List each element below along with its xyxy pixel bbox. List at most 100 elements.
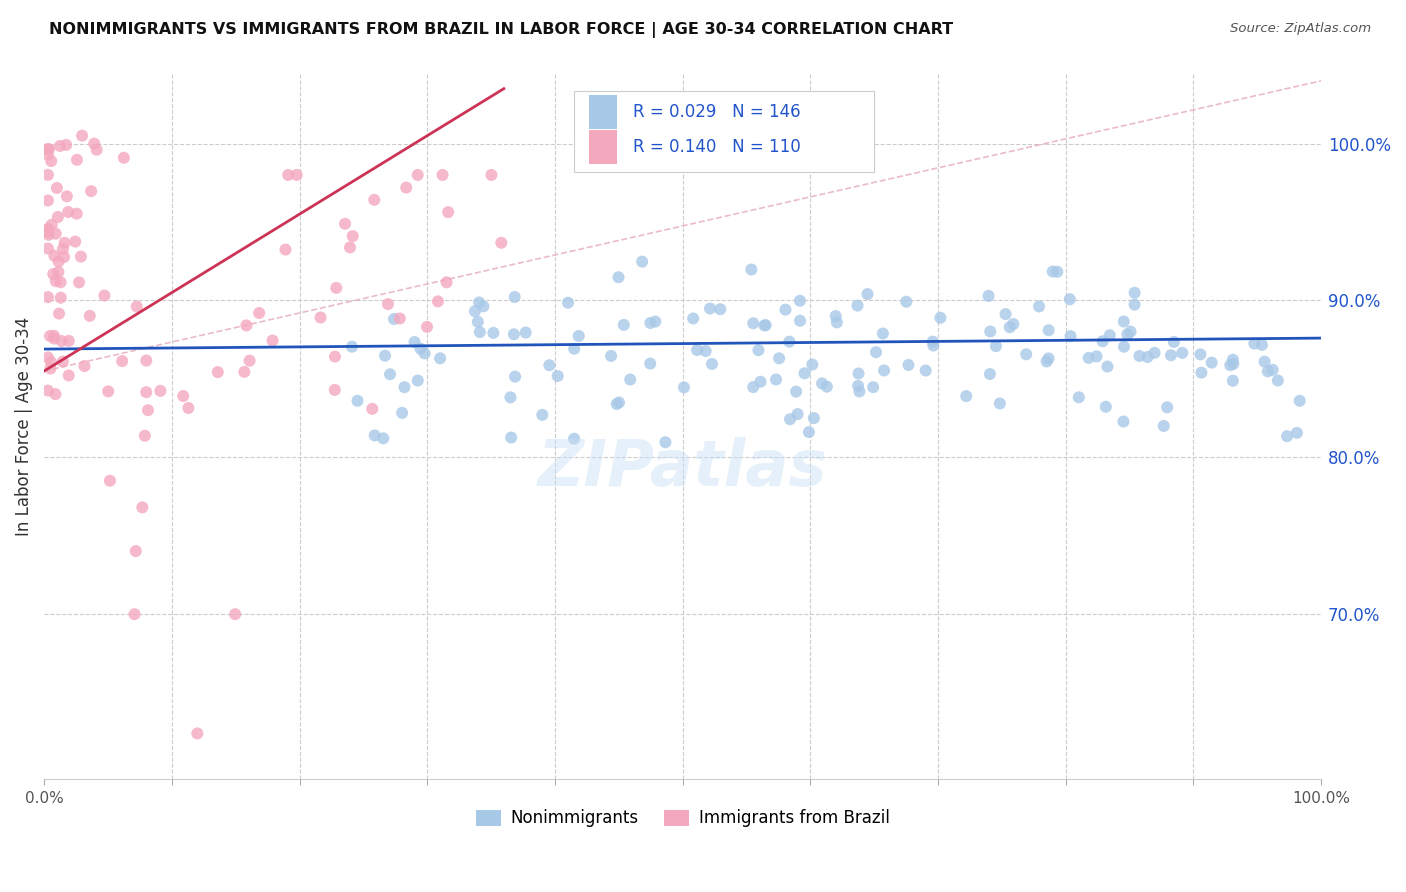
Point — [373, 431, 395, 445]
Point — [464, 304, 486, 318]
Point — [37, 384, 59, 398]
Point — [394, 380, 416, 394]
Point — [125, 544, 148, 558]
Point — [172, 389, 194, 403]
Point — [177, 401, 200, 415]
Text: R = 0.029   N = 146: R = 0.029 N = 146 — [633, 103, 800, 120]
Point — [124, 607, 146, 622]
Point — [922, 338, 945, 352]
Point — [779, 412, 801, 426]
Point — [39, 355, 62, 369]
Point — [1038, 351, 1060, 366]
Point — [786, 407, 808, 421]
Point — [1002, 317, 1025, 331]
Point — [848, 384, 870, 399]
Point — [977, 289, 1000, 303]
Point — [342, 229, 364, 244]
Point — [374, 349, 396, 363]
Point — [607, 270, 630, 285]
Point — [531, 408, 554, 422]
Point — [378, 368, 401, 382]
Point — [503, 369, 526, 384]
Point — [48, 307, 70, 321]
Point — [979, 367, 1001, 381]
Point — [58, 368, 80, 383]
Point — [56, 189, 79, 203]
Point — [568, 329, 591, 343]
Point — [247, 306, 270, 320]
Point — [468, 325, 491, 339]
Point — [37, 226, 59, 240]
Point — [1136, 350, 1159, 364]
Point — [1189, 347, 1212, 361]
Point — [1085, 349, 1108, 363]
Point — [1123, 285, 1146, 300]
Point — [93, 288, 115, 302]
Point — [39, 329, 62, 343]
Point — [406, 168, 429, 182]
Point — [49, 139, 72, 153]
Y-axis label: In Labor Force | Age 30-34: In Labor Force | Age 30-34 — [15, 317, 32, 535]
Point — [44, 249, 66, 263]
Point — [862, 380, 884, 394]
Point — [682, 311, 704, 326]
Point — [613, 318, 636, 332]
Point — [66, 153, 89, 167]
Point — [600, 349, 623, 363]
Point — [897, 358, 920, 372]
Point — [988, 396, 1011, 410]
Point — [1153, 419, 1175, 434]
Point — [740, 262, 762, 277]
Point — [52, 242, 75, 256]
Point — [45, 181, 67, 195]
Point — [395, 180, 418, 194]
Point — [44, 387, 66, 401]
Point — [346, 393, 368, 408]
Point — [631, 254, 654, 268]
Point — [136, 403, 159, 417]
Point — [429, 351, 451, 366]
Point — [83, 136, 105, 151]
Point — [37, 142, 59, 156]
Point — [239, 353, 262, 368]
Point — [1163, 334, 1185, 349]
Point — [1222, 357, 1244, 371]
Point — [45, 227, 67, 241]
Point — [1097, 359, 1119, 374]
Point — [65, 235, 87, 249]
Point — [848, 367, 870, 381]
Point — [41, 218, 63, 232]
Point — [1028, 300, 1050, 314]
Point — [789, 293, 811, 308]
Point — [86, 143, 108, 157]
Point — [482, 326, 505, 340]
Point — [340, 340, 363, 354]
Point — [1201, 355, 1223, 369]
Point — [39, 154, 62, 169]
Point — [207, 365, 229, 379]
Point — [803, 411, 825, 425]
Point — [70, 250, 93, 264]
Point — [285, 168, 308, 182]
Point — [914, 363, 936, 377]
Point — [66, 207, 89, 221]
Point — [432, 168, 454, 182]
Point — [37, 221, 59, 235]
Point — [1116, 327, 1139, 342]
Point — [1222, 352, 1244, 367]
Point — [801, 358, 824, 372]
Point — [547, 369, 569, 384]
Legend: Nonimmigrants, Immigrants from Brazil: Nonimmigrants, Immigrants from Brazil — [470, 803, 896, 834]
Point — [793, 367, 815, 381]
Point — [1251, 338, 1274, 352]
Point — [824, 309, 846, 323]
Point — [1189, 366, 1212, 380]
Point — [436, 275, 458, 289]
Point — [323, 350, 346, 364]
Point — [224, 607, 246, 622]
Point — [1285, 425, 1308, 440]
Point — [409, 342, 432, 356]
Point — [1160, 348, 1182, 362]
Point — [364, 428, 387, 442]
Point — [1094, 400, 1116, 414]
